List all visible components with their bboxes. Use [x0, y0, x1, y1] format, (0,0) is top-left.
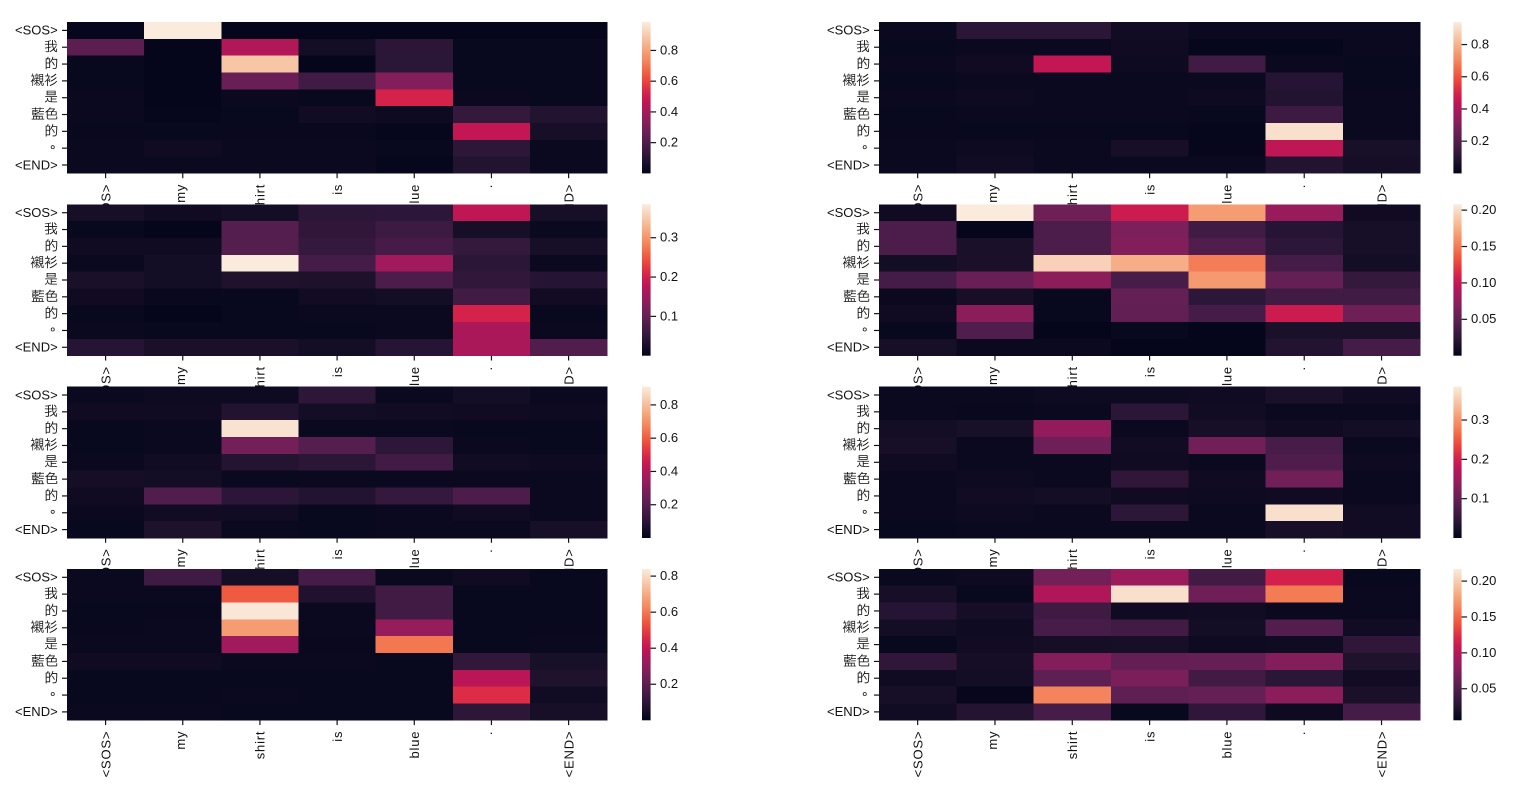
svg-text:0.8: 0.8 [1471, 36, 1489, 51]
svg-text:0.2: 0.2 [660, 135, 678, 150]
svg-text:0.2: 0.2 [1471, 451, 1489, 466]
svg-text:<SOS>: <SOS> [827, 205, 870, 220]
svg-text:0.2: 0.2 [660, 676, 678, 691]
svg-text:<SOS>: <SOS> [15, 387, 58, 402]
svg-text:my: my [173, 731, 188, 750]
svg-text:is: is [330, 366, 345, 377]
svg-text:shirt: shirt [1065, 731, 1080, 760]
svg-text:.: . [480, 366, 495, 370]
svg-text:my: my [173, 366, 188, 385]
svg-text:is: is [1142, 731, 1157, 742]
svg-text:my: my [173, 184, 188, 203]
svg-text:0.6: 0.6 [660, 430, 678, 445]
svg-text:my: my [173, 548, 188, 567]
svg-text:0.10: 0.10 [1471, 645, 1496, 660]
svg-text:is: is [330, 184, 345, 195]
svg-text:.: . [480, 548, 495, 552]
svg-text:<END>: <END> [15, 340, 58, 355]
svg-text:my: my [985, 184, 1000, 203]
svg-text:0.2: 0.2 [660, 269, 678, 284]
svg-text:0.8: 0.8 [660, 397, 678, 412]
svg-text:blue: blue [407, 731, 422, 759]
svg-text:my: my [985, 366, 1000, 385]
svg-text:0.15: 0.15 [1471, 238, 1496, 253]
svg-text:0.6: 0.6 [660, 604, 678, 619]
svg-text:.: . [1293, 731, 1308, 735]
svg-text:0.6: 0.6 [660, 73, 678, 88]
svg-text:0.05: 0.05 [1471, 681, 1496, 696]
svg-text:<END>: <END> [15, 157, 58, 172]
svg-text:is: is [330, 548, 345, 559]
svg-text:0.4: 0.4 [660, 463, 678, 478]
svg-text:0.8: 0.8 [660, 42, 678, 57]
svg-text:is: is [1142, 184, 1157, 195]
svg-text:0.2: 0.2 [1471, 133, 1489, 148]
svg-text:<SOS>: <SOS> [910, 731, 925, 778]
svg-text:<END>: <END> [15, 704, 58, 719]
svg-text:shirt: shirt [253, 731, 268, 760]
svg-text:<SOS>: <SOS> [15, 205, 58, 220]
svg-text:is: is [330, 731, 345, 742]
svg-text:0.2: 0.2 [660, 497, 678, 512]
svg-text:0.6: 0.6 [1471, 69, 1489, 84]
svg-text:<END>: <END> [827, 522, 870, 537]
svg-text:.: . [480, 184, 495, 188]
svg-text:is: is [1142, 366, 1157, 377]
svg-text:0.1: 0.1 [1471, 491, 1489, 506]
svg-text:<SOS>: <SOS> [827, 23, 870, 38]
svg-text:is: is [1142, 548, 1157, 559]
svg-text:0.20: 0.20 [1471, 202, 1496, 217]
svg-text:<END>: <END> [827, 704, 870, 719]
svg-text:my: my [985, 548, 1000, 567]
svg-text:<END>: <END> [827, 157, 870, 172]
svg-text:.: . [1293, 548, 1308, 552]
svg-text:<SOS>: <SOS> [827, 570, 870, 585]
svg-text:0.8: 0.8 [660, 568, 678, 583]
svg-text:<END>: <END> [15, 522, 58, 537]
svg-text:<SOS>: <SOS> [15, 570, 58, 585]
svg-text:0.15: 0.15 [1471, 609, 1496, 624]
svg-text:.: . [1293, 366, 1308, 370]
svg-text:.: . [1293, 184, 1308, 188]
svg-text:<SOS>: <SOS> [15, 23, 58, 38]
svg-text:<END>: <END> [827, 340, 870, 355]
svg-text:0.3: 0.3 [1471, 412, 1489, 427]
svg-text:0.3: 0.3 [660, 230, 678, 245]
svg-text:0.4: 0.4 [660, 640, 678, 655]
svg-text:0.20: 0.20 [1471, 573, 1496, 588]
svg-text:<END>: <END> [1374, 731, 1389, 778]
svg-text:.: . [480, 731, 495, 735]
svg-text:0.4: 0.4 [660, 104, 678, 119]
svg-text:0.05: 0.05 [1471, 311, 1496, 326]
svg-text:0.1: 0.1 [660, 308, 678, 323]
svg-text:my: my [985, 731, 1000, 750]
svg-text:<SOS>: <SOS> [98, 731, 113, 778]
svg-text:<SOS>: <SOS> [827, 387, 870, 402]
svg-text:blue: blue [1220, 731, 1235, 759]
svg-text:0.10: 0.10 [1471, 275, 1496, 290]
svg-text:0.4: 0.4 [1471, 101, 1489, 116]
svg-text:<END>: <END> [561, 731, 576, 778]
